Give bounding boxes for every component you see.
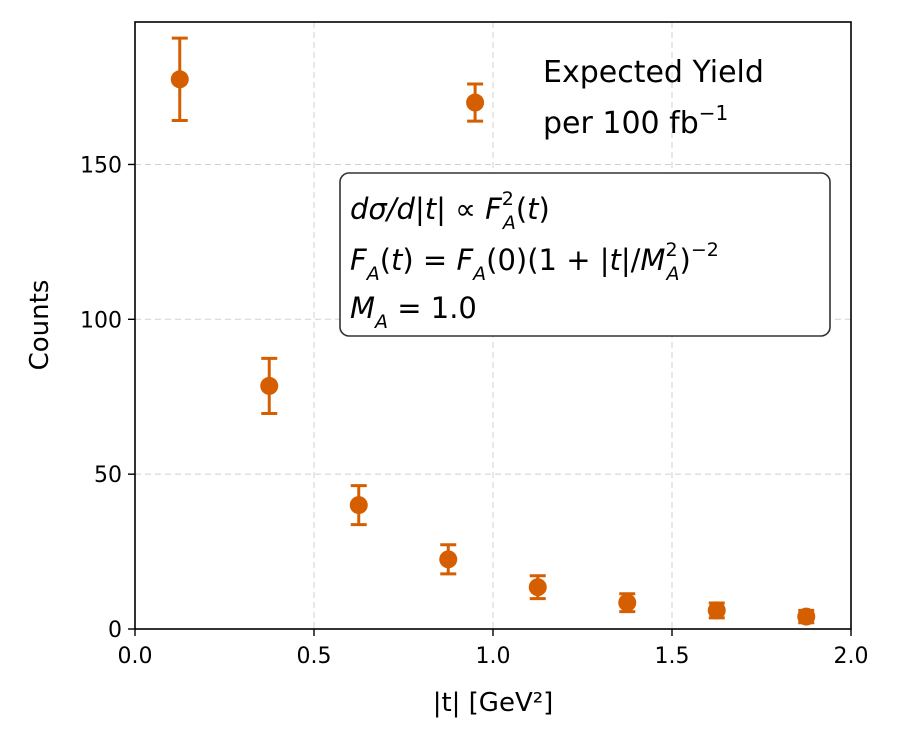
x-tick-label: 2.0	[834, 644, 869, 669]
point-marker	[707, 601, 726, 620]
x-tick-label: 0.0	[118, 644, 153, 669]
point-marker	[466, 93, 485, 112]
data-point	[439, 543, 458, 576]
data-point	[170, 36, 189, 122]
yield-annotation-line2: per 100 fb−1	[543, 101, 728, 141]
x-axis-label: |t| [GeV²]	[433, 688, 554, 718]
point-marker	[349, 496, 368, 515]
point-marker	[797, 607, 816, 626]
point-marker	[170, 70, 189, 89]
x-tick-label: 1.5	[655, 644, 690, 669]
data-point	[260, 356, 279, 415]
data-points	[170, 36, 816, 626]
y-tick-label: 100	[80, 308, 122, 333]
data-point	[528, 574, 547, 601]
point-marker	[439, 550, 458, 569]
x-tick-label: 0.5	[297, 644, 332, 669]
axis-ticks: 0.0 0.5 1.0 1.5 2.0 0 50 100 150	[80, 153, 869, 669]
y-tick-label: 0	[108, 618, 122, 643]
y-axis-label: Counts	[25, 280, 55, 371]
y-tick-label: 150	[80, 153, 122, 178]
y-tick-label: 50	[94, 463, 122, 488]
data-point	[797, 607, 816, 626]
formula-box-frame	[339, 172, 831, 337]
data-point	[618, 592, 637, 614]
yield-annotation-line1: Expected Yield	[543, 55, 764, 90]
point-marker	[528, 578, 547, 597]
data-point	[466, 82, 485, 123]
yield-annotation: Expected Yield per 100 fb−1	[543, 55, 764, 141]
formula-box: dσ/d|t| ∝ F2 A(t) FA(t) = FA(0)(1 + |t|/M…	[339, 172, 831, 337]
data-point	[349, 484, 368, 527]
x-tick-label: 1.0	[476, 644, 511, 669]
point-marker	[618, 593, 637, 612]
point-marker	[260, 376, 279, 395]
data-point	[707, 601, 726, 620]
